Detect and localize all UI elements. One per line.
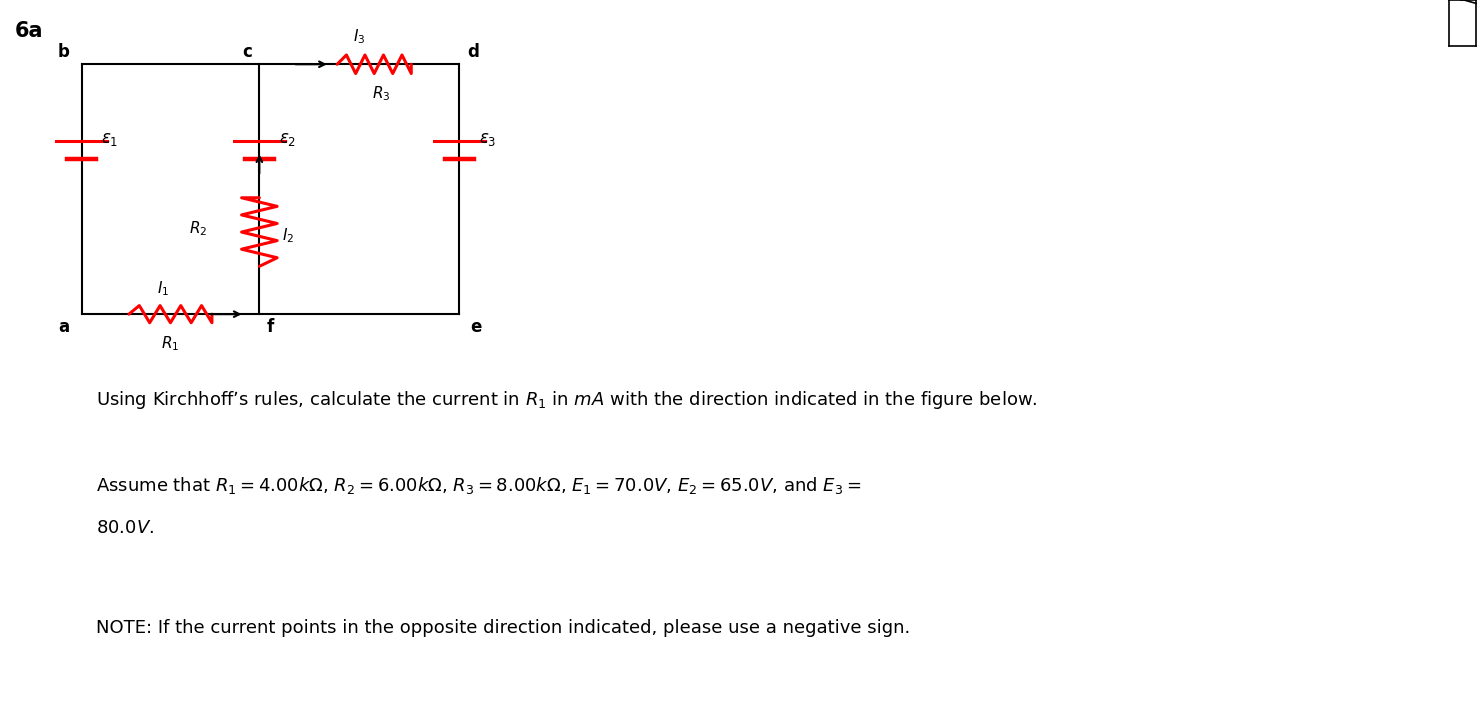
- Text: Using Kirchhoff’s rules, calculate the current in $R_1$ in $mA$ with the directi: Using Kirchhoff’s rules, calculate the c…: [96, 389, 1037, 411]
- Text: $\varepsilon_2$: $\varepsilon_2$: [279, 130, 296, 149]
- Text: $80.0V$.: $80.0V$.: [96, 519, 154, 538]
- Text: $I_1$: $I_1$: [157, 280, 169, 298]
- Text: $\varepsilon_1$: $\varepsilon_1$: [101, 130, 119, 149]
- Text: $\varepsilon_3$: $\varepsilon_3$: [479, 130, 496, 149]
- Text: b: b: [58, 43, 70, 61]
- Text: c: c: [242, 43, 252, 61]
- Text: f: f: [267, 318, 274, 336]
- Text: $I_2$: $I_2$: [282, 226, 293, 245]
- Text: e: e: [470, 318, 482, 336]
- Text: a: a: [58, 318, 70, 336]
- Text: NOTE: If the current points in the opposite direction indicated, please use a ne: NOTE: If the current points in the oppos…: [96, 619, 910, 638]
- Text: $I_3$: $I_3$: [353, 28, 366, 46]
- Text: $R_3$: $R_3$: [372, 84, 391, 103]
- Text: d: d: [467, 43, 479, 61]
- Text: $R_1$: $R_1$: [162, 334, 179, 353]
- Text: 6a: 6a: [15, 21, 43, 41]
- Text: $R_2$: $R_2$: [190, 219, 207, 238]
- Text: Assume that $R_1 = 4.00k\Omega$, $R_2 = 6.00k\Omega$, $R_3 = 8.00k\Omega$, $E_1 : Assume that $R_1 = 4.00k\Omega$, $R_2 = …: [96, 475, 861, 496]
